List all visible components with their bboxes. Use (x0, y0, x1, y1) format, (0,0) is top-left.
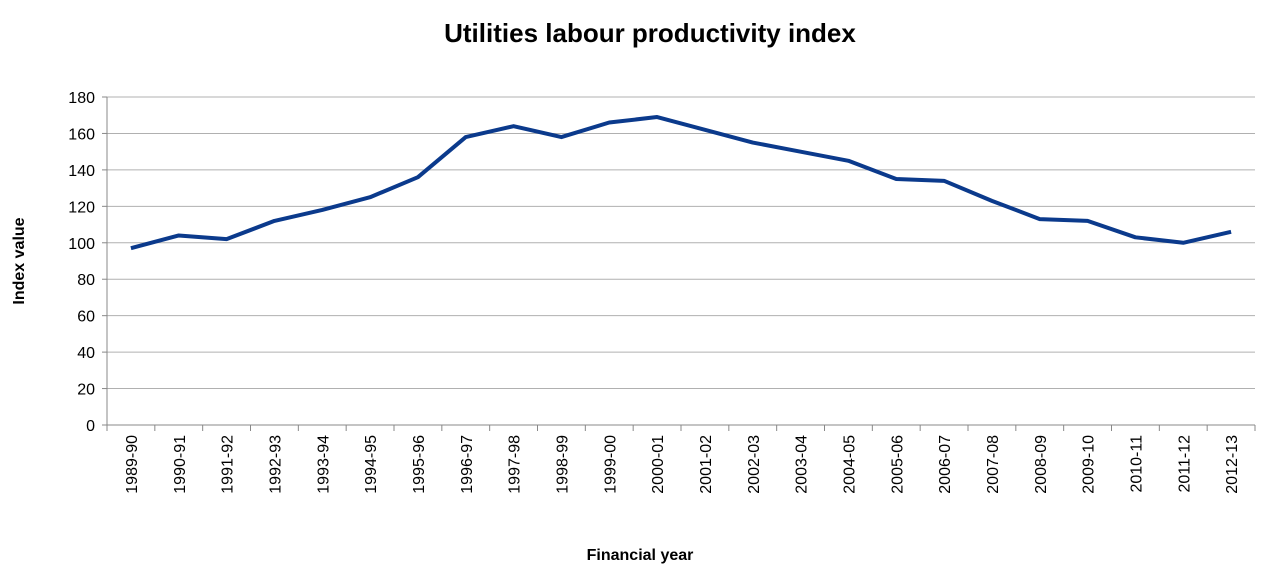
y-tick-label: 100 (68, 236, 95, 253)
x-tick-label: 1997-98 (507, 435, 524, 494)
x-tick-label: 2006-07 (937, 435, 954, 494)
x-tick-label: 2010-11 (1128, 435, 1145, 493)
y-tick-label: 140 (68, 163, 95, 180)
x-tick-label: 2000-01 (650, 435, 667, 494)
x-tick-label: 2002-03 (746, 435, 763, 494)
y-tick-label: 160 (68, 126, 95, 143)
x-tick-label: 2004-05 (841, 435, 858, 494)
x-tick-label: 2012-13 (1224, 435, 1241, 494)
y-tick-label: 20 (77, 382, 95, 399)
y-tick-label: 80 (77, 272, 95, 289)
x-axis-label: Financial year (587, 547, 694, 564)
x-tick-label: 1989-90 (124, 435, 141, 494)
y-tick-label: 180 (68, 90, 95, 107)
y-axis-label: Index value (11, 217, 28, 304)
x-tick-label: 2003-04 (794, 435, 811, 494)
y-tick-label: 60 (77, 309, 95, 326)
x-tick-label: 1995-96 (411, 435, 428, 494)
x-tick-label: 1992-93 (267, 435, 284, 494)
x-tick-label: 1996-97 (459, 435, 476, 494)
x-tick-label: 1991-92 (220, 435, 237, 494)
x-tick-label: 1998-99 (554, 435, 571, 494)
x-tick-label: 2008-09 (1033, 435, 1050, 494)
chart-title: Utilities labour productivity index (444, 18, 856, 48)
y-tick-label: 0 (86, 418, 95, 435)
x-tick-label: 2009-10 (1081, 435, 1098, 494)
x-tick-label: 1999-00 (602, 435, 619, 494)
x-tick-label: 2001-02 (698, 435, 715, 494)
x-tick-label: 1990-91 (172, 435, 189, 494)
x-tick-label: 2011-12 (1176, 435, 1193, 493)
y-tick-label: 40 (77, 345, 95, 362)
x-tick-label: 2007-08 (985, 435, 1002, 494)
x-tick-label: 1994-95 (363, 435, 380, 494)
line-series (130, 115, 1232, 251)
x-tick-label: 2005-06 (889, 435, 906, 494)
x-tick-label: 1993-94 (315, 435, 332, 494)
y-tick-label: 120 (68, 199, 95, 216)
